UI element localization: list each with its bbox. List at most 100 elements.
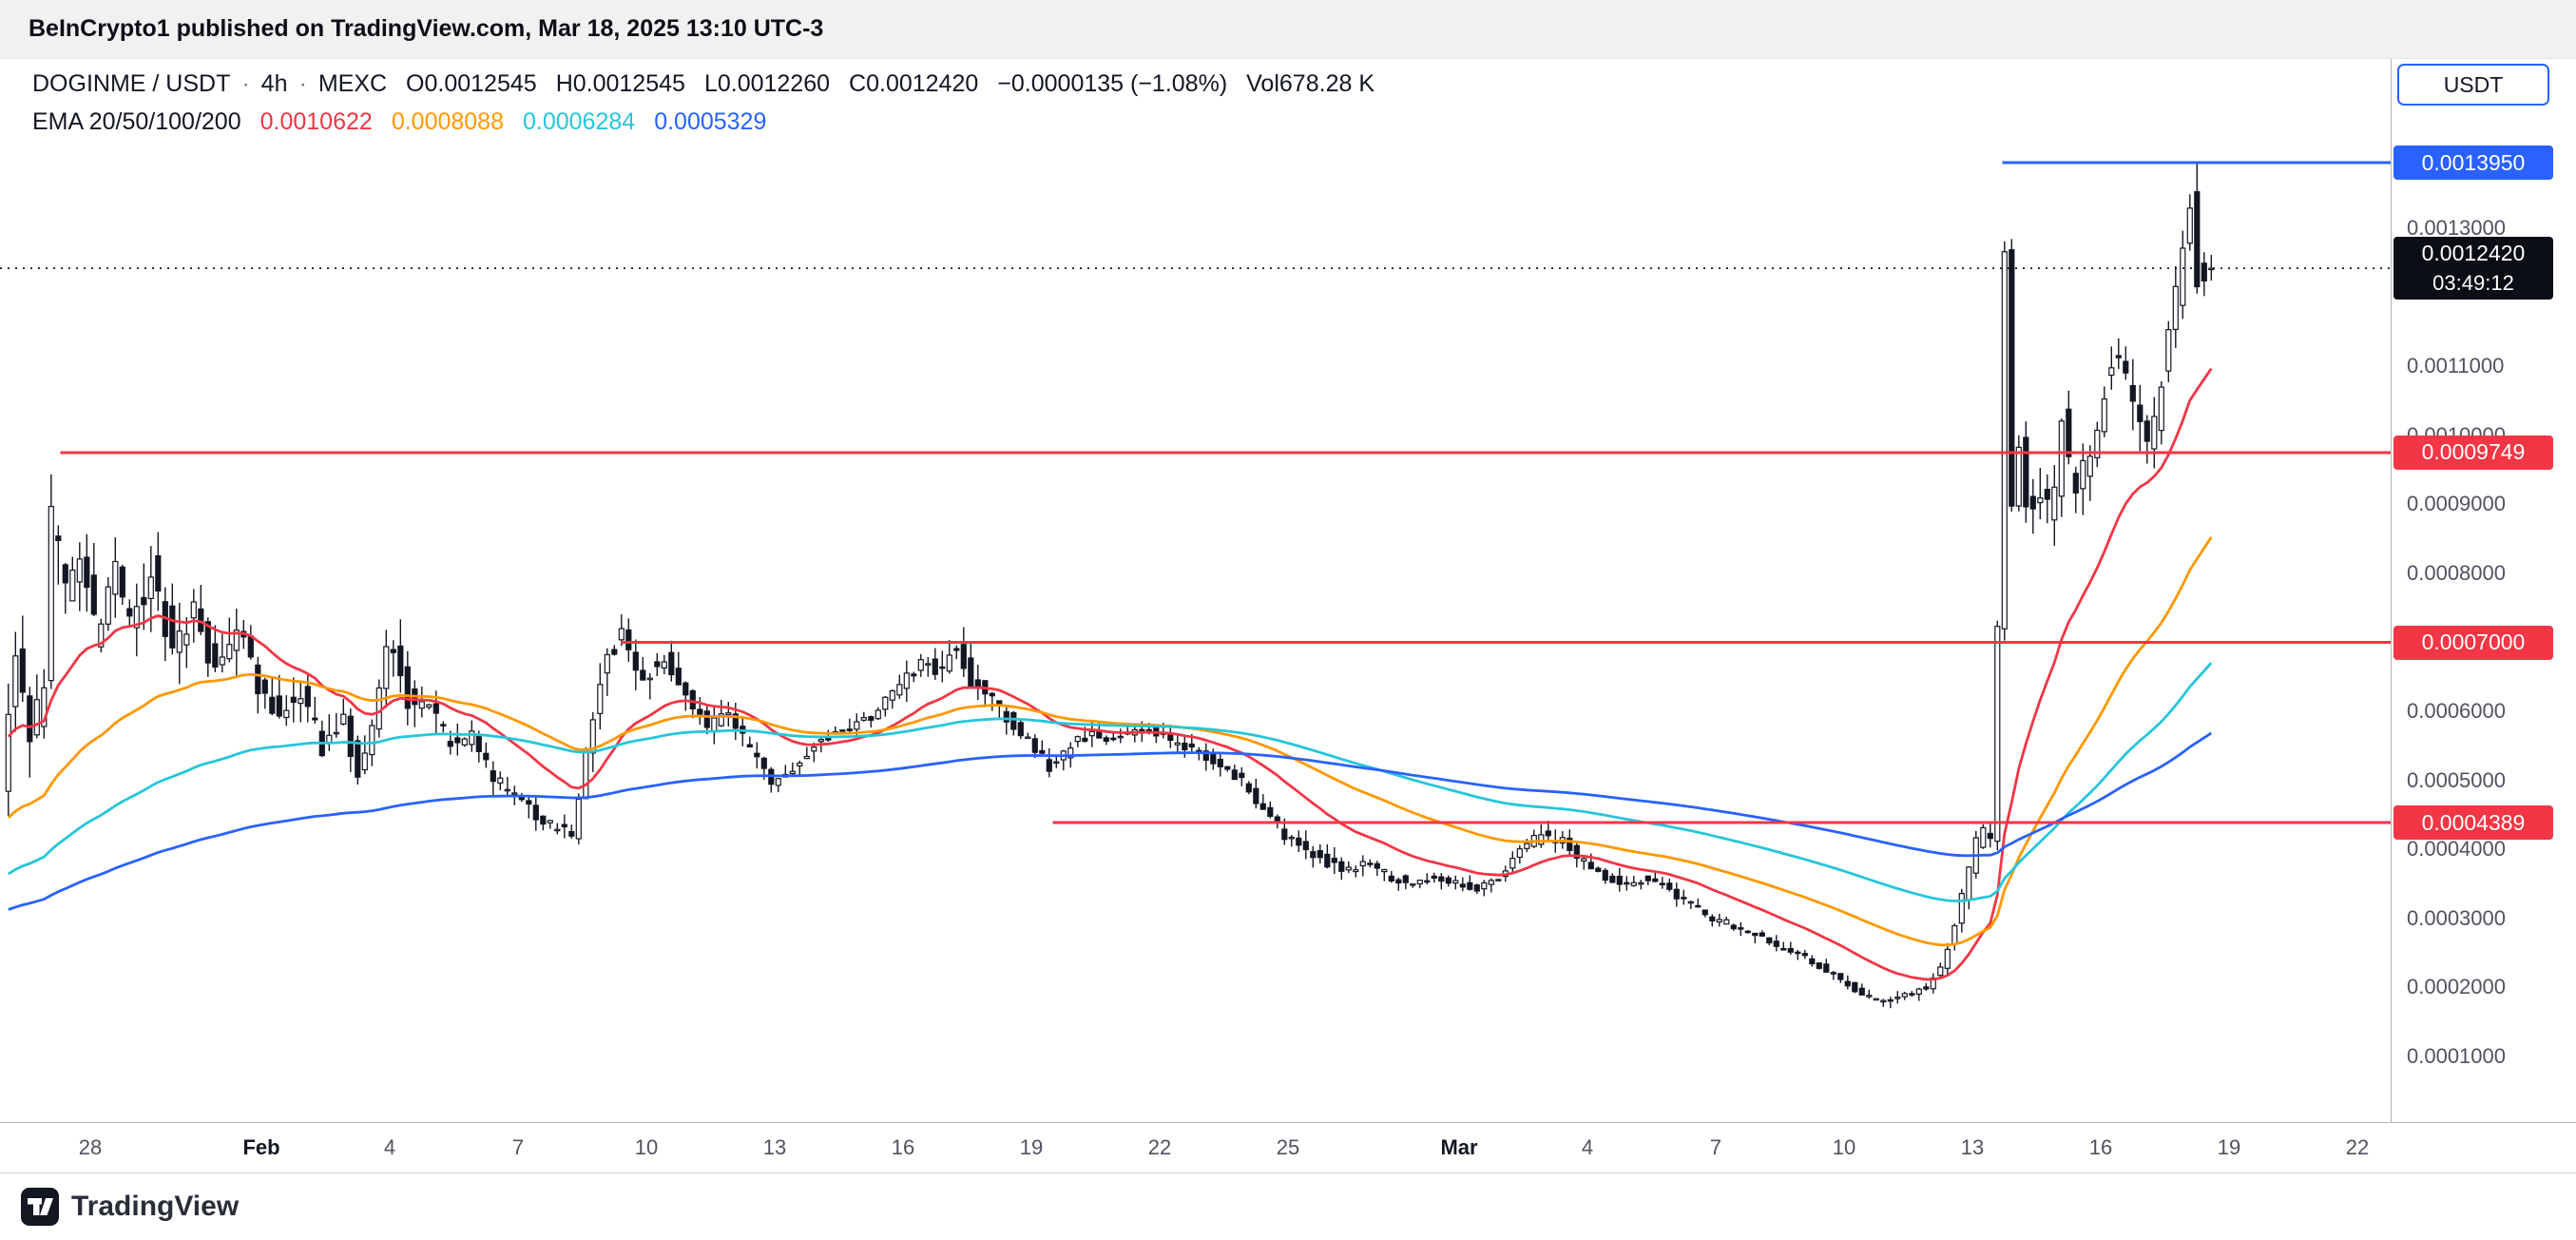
candle-body-up	[1452, 880, 1459, 884]
candle-body-up	[811, 746, 817, 752]
candle-body-down	[1795, 951, 1801, 955]
candle-body-up	[1687, 901, 1694, 904]
interval-label[interactable]: 4h	[260, 70, 288, 97]
candle-body-up	[69, 569, 76, 602]
candle-body-down	[247, 635, 254, 658]
candle-body-down	[1801, 953, 1808, 957]
tradingview-logo[interactable]: TradingView	[21, 1188, 239, 1226]
currency-button[interactable]: USDT	[2397, 64, 2549, 106]
candle-body-down	[2009, 249, 2015, 507]
candle-body-up	[233, 630, 240, 651]
candle-body-down	[1310, 851, 1317, 859]
time-tick-label: 19	[1019, 1135, 1044, 1159]
candle-body-up	[797, 762, 803, 767]
candle-body-down	[518, 797, 525, 801]
candle-body-down	[1145, 728, 1152, 732]
candle-body-up	[426, 704, 433, 708]
candle-body-down	[433, 703, 439, 714]
price-level-badge[interactable]: 0.0013950	[2393, 145, 2553, 181]
candle-body-down	[939, 666, 946, 669]
symbol-row: DOGINME / USDT · 4h · MEXC O0.0012545 H0…	[32, 70, 1375, 108]
candle-body-up	[1481, 882, 1488, 890]
candle-body-down	[1431, 875, 1437, 880]
candle-body-down	[1659, 882, 1665, 885]
candle-body-down	[155, 554, 162, 592]
candle-body-down	[169, 605, 176, 649]
candle-body-down	[682, 682, 689, 696]
price-level-badge[interactable]: 0.0007000	[2393, 625, 2553, 660]
candle-body-up	[183, 633, 190, 646]
candle-body-up	[1353, 869, 1359, 873]
volume-pair: Vol678.28 K	[1246, 70, 1375, 98]
price-level-badge[interactable]: 0.0009749	[2393, 435, 2553, 470]
price-level-badge[interactable]: 0.0004389	[2393, 805, 2553, 841]
candle-body-down	[1909, 993, 1915, 996]
current-price-badge[interactable]: 0.0012420 03:49:12	[2393, 237, 2553, 300]
ema-100-line[interactable]	[8, 662, 2213, 902]
high-value: 0.0012545	[572, 70, 685, 97]
price-tick-label: 0.0011000	[2407, 354, 2505, 378]
candle-body-up	[2158, 386, 2164, 432]
candle-body-down	[1438, 876, 1445, 882]
symbol-title[interactable]: DOGINME / USDT	[32, 70, 231, 97]
candle-body-up	[5, 713, 11, 792]
candle-body-down	[1837, 973, 1844, 980]
candle-body-up	[2080, 459, 2086, 490]
candle-body-down	[932, 658, 938, 675]
candle-body-down	[1773, 940, 1779, 947]
open-pair: O0.0012545	[406, 70, 537, 98]
candle-body-up	[2180, 247, 2186, 306]
candle-body-up	[711, 717, 718, 733]
candle-body-down	[703, 710, 710, 728]
candle-body-up	[1509, 858, 1516, 869]
candle-body-down	[1780, 947, 1787, 951]
candle-body-down	[2072, 473, 2079, 494]
candle-body-up	[547, 820, 553, 823]
candle-body-down	[868, 716, 875, 722]
volume-value: 678.28 K	[1278, 70, 1375, 97]
price-axis[interactable]: USDT 0.00130000.00110000.00100000.000900…	[2391, 59, 2576, 1122]
candle-body-down	[1738, 927, 1744, 930]
candle-body-up	[1937, 966, 1944, 977]
candle-body-up	[1723, 919, 1730, 925]
candle-body-up	[597, 684, 604, 714]
ema-50-line[interactable]	[7, 536, 2213, 947]
candle-body-up	[1416, 879, 1423, 885]
time-tick-label: 7	[511, 1135, 525, 1159]
candle-body-up	[1088, 730, 1095, 737]
candle-body-up	[176, 630, 183, 653]
price-tick-label: 0.0002000	[2407, 975, 2506, 999]
ema-100-value: 0.0006284	[523, 108, 636, 135]
candle-body-down	[1473, 884, 1480, 892]
chart-legend: DOGINME / USDT · 4h · MEXC O0.0012545 H0…	[32, 70, 1375, 146]
candle-body-down	[290, 696, 297, 704]
candle-body-down	[312, 717, 318, 721]
ema-indicator-label[interactable]: EMA 20/50/100/200	[32, 108, 241, 135]
candle-body-up	[369, 725, 375, 756]
candle-body-down	[1017, 722, 1024, 737]
price-tick-label: 0.0005000	[2407, 767, 2506, 792]
candle-body-down	[1217, 758, 1223, 768]
candle-body-down	[540, 815, 547, 825]
time-axis[interactable]: 28 Feb 4 7 10 13 16 19 22 25 Mar 4 7 10 13 16 19 22	[0, 1122, 2576, 1172]
candle-body-up	[1053, 761, 1060, 765]
candle-body-down	[1003, 710, 1009, 723]
time-tick-label: 28	[78, 1135, 103, 1159]
candle-body-down	[1573, 844, 1580, 860]
candle-body-down	[689, 689, 696, 709]
candle-body-up	[1630, 882, 1637, 886]
candle-body-up	[925, 663, 932, 666]
price-chart-plot[interactable]	[0, 59, 2391, 1122]
time-tick-label: 19	[2217, 1135, 2241, 1159]
footer-bar: TradingView	[0, 1172, 2576, 1240]
candle-body-down	[1082, 737, 1088, 743]
candle-body-down	[1787, 947, 1794, 953]
ema-20-line[interactable]	[7, 367, 2213, 981]
candle-body-down	[1923, 986, 1930, 990]
candle-body-down	[1302, 841, 1309, 851]
candle-body-down	[1987, 832, 1993, 840]
ema-200-line[interactable]	[8, 731, 2213, 911]
candle-body-down	[1374, 862, 1380, 869]
candle-body-down	[974, 679, 981, 688]
candle-body-up	[583, 751, 589, 800]
